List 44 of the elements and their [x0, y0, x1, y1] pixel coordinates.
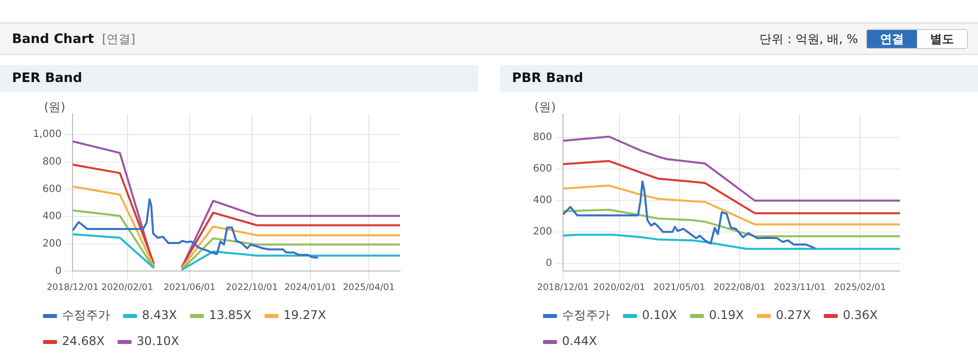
x-tick-label: 2022/10/01 — [226, 282, 278, 293]
y-tick-label: 400 — [42, 211, 62, 222]
x-tick-label: 2021/06/01 — [164, 282, 216, 293]
legend-label: 13.85X — [208, 308, 252, 322]
y-axis-title: (원) — [534, 100, 556, 114]
text: 단위 : 억원, 배, % — [760, 30, 858, 48]
x-tick-label: 2025/02/01 — [834, 282, 886, 293]
y-tick-label: 800 — [42, 156, 62, 168]
x-tick-label: 2020/02/01 — [101, 282, 154, 293]
y-tick-label: 0 — [546, 258, 552, 269]
legend-label: 30.10X — [136, 334, 180, 348]
legend-label: 수정주가 — [62, 308, 110, 322]
y-tick-label: 200 — [532, 226, 552, 238]
x-tick-label: 2018/12/01 — [537, 282, 590, 293]
legend-label: 8.43X — [142, 308, 177, 322]
legend-label: 수정주가 — [562, 308, 610, 322]
text: 별도 — [917, 30, 967, 48]
legend-label: 0.27X — [776, 308, 811, 322]
x-tick-label: 2018/12/01 — [46, 282, 99, 293]
y-tick-label: 600 — [532, 164, 552, 175]
y-tick-label: 600 — [42, 184, 62, 195]
legend-label: 24.68X — [62, 334, 105, 348]
text: Band Chart — [12, 32, 94, 46]
y-tick-label: 0 — [55, 266, 62, 277]
text: [연결] — [102, 30, 136, 48]
y-axis-title: (원) — [44, 100, 66, 114]
y-tick-label: 400 — [532, 195, 552, 206]
x-tick-label: 2023/11/01 — [774, 282, 826, 293]
legend-label: 0.10X — [642, 308, 677, 322]
y-tick-label: 800 — [532, 132, 552, 144]
x-tick-label: 2024/01/01 — [284, 282, 336, 293]
chart-title: PBR Band — [500, 65, 978, 92]
legend-label: 0.19X — [708, 308, 744, 322]
legend-label: 0.44X — [562, 334, 597, 348]
legend-label: 19.27X — [284, 308, 326, 322]
legend-label: 0.36X — [842, 308, 878, 322]
x-tick-label: 2025/04/01 — [342, 282, 395, 293]
y-tick-label: 200 — [42, 238, 62, 250]
x-tick-label: 2021/05/01 — [653, 282, 706, 293]
y-tick-label: 1,000 — [32, 129, 62, 140]
x-tick-label: 2020/02/01 — [593, 282, 646, 293]
chart-title: PER Band — [0, 65, 478, 92]
text: 연결 — [867, 30, 917, 48]
x-tick-label: 2022/08/01 — [714, 282, 766, 293]
